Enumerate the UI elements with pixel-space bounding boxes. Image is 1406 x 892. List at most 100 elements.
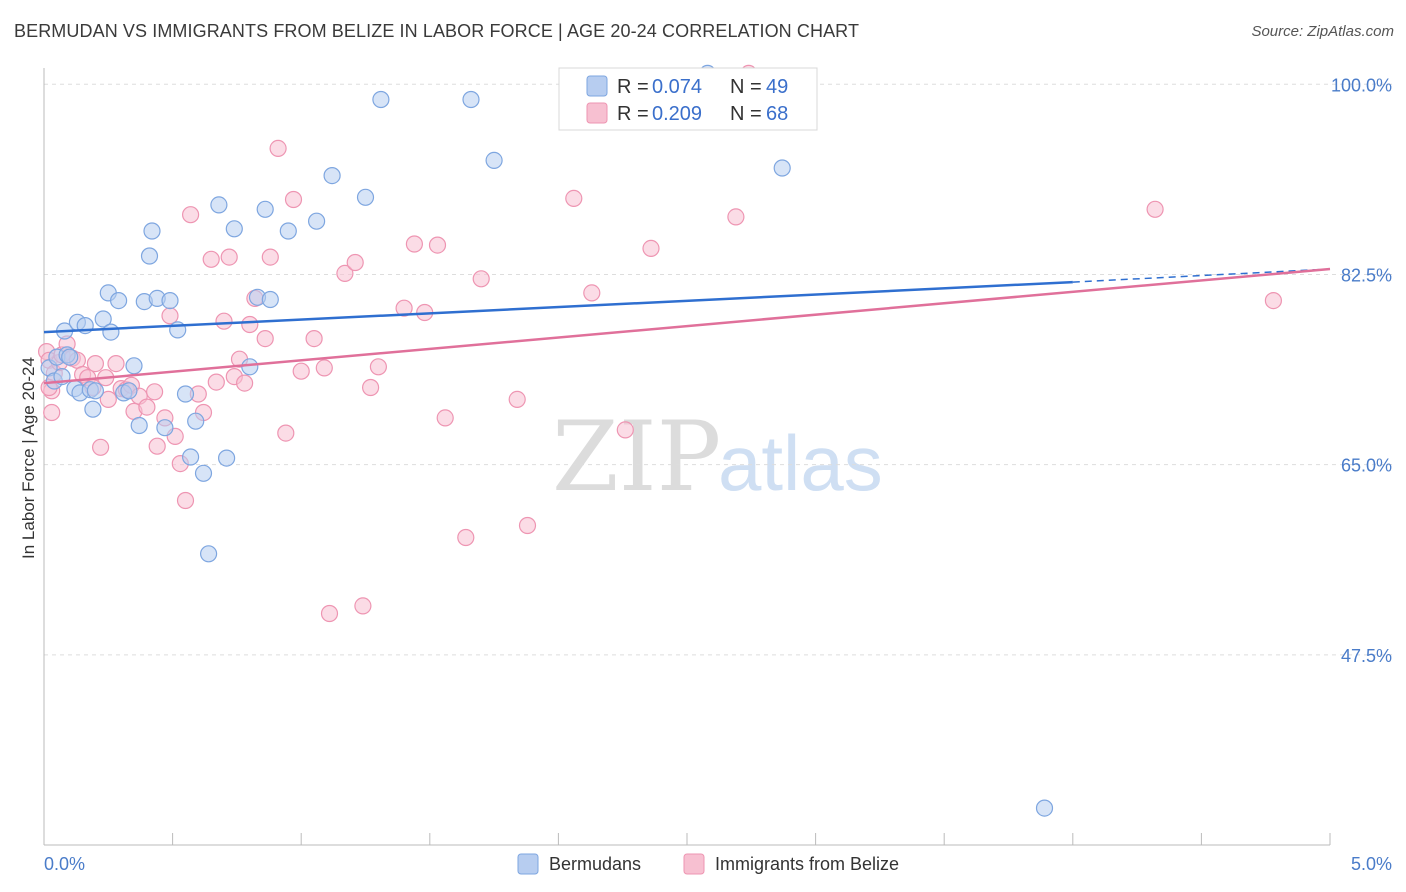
bermudans-point — [210, 196, 228, 214]
bermudans-point — [130, 416, 148, 435]
watermark-zip: ZIP — [552, 401, 721, 513]
bermudans-point — [279, 222, 297, 240]
belize-point — [315, 359, 333, 377]
belize-point — [182, 206, 200, 224]
belize-point — [428, 236, 447, 254]
belize-point — [138, 398, 156, 416]
bermudans-point — [323, 167, 341, 185]
series-immigrants-from-belize — [37, 64, 1283, 623]
belize-point — [43, 403, 61, 422]
belize-point — [457, 528, 475, 547]
belize-point — [362, 378, 380, 397]
bermudans-point — [176, 385, 195, 403]
belize-point — [616, 421, 634, 439]
bermudans-trend-line — [43, 280, 1073, 334]
bermudans-point — [94, 310, 112, 328]
bermudans-point — [194, 464, 213, 482]
belize-point — [236, 374, 254, 392]
belize-point — [99, 390, 117, 408]
watermark-atlas: atlas — [718, 419, 883, 507]
legend-swatch-bermudans — [586, 75, 608, 97]
belize-point — [369, 358, 387, 376]
legend: R = 0.074 N = 49 R = 0.209 N = 68 — [558, 67, 818, 131]
bermudans-point — [1035, 799, 1054, 817]
belize-point — [148, 437, 166, 455]
y-tick-label: 47.5% — [1341, 646, 1392, 666]
legend-n-label: N = — [730, 76, 762, 98]
bermudans-point — [86, 382, 105, 400]
bottom-legend-swatch-bermudans — [517, 853, 539, 875]
bottom-legend-swatch-belize — [683, 853, 705, 875]
belize-point — [256, 330, 274, 348]
bermudans-point — [462, 90, 480, 109]
bermudans-point — [143, 222, 161, 240]
bermudans-point — [356, 188, 375, 206]
belize-trend-line — [43, 267, 1331, 385]
bermudans-point — [308, 212, 326, 230]
watermark: ZIP atlas — [552, 401, 883, 513]
trend-lines — [43, 267, 1331, 385]
belize-point — [215, 312, 233, 330]
bermudans-trend-extension — [1072, 268, 1331, 283]
belize-point — [305, 330, 323, 348]
bermudans-point — [61, 348, 79, 366]
x-tick-label: 0.0% — [44, 854, 85, 874]
legend-r-label: R = — [617, 76, 649, 98]
belize-point — [354, 597, 372, 615]
x-tick-label: 5.0% — [1351, 854, 1392, 874]
bermudans-point — [120, 382, 138, 400]
belize-point — [727, 208, 745, 226]
legend-n-label: N = — [730, 103, 762, 125]
belize-point — [472, 270, 490, 288]
belize-point — [1146, 200, 1164, 218]
belize-point — [220, 248, 238, 266]
belize-point — [146, 383, 164, 401]
bottom-legend-belize: Immigrants from Belize — [715, 854, 899, 874]
y-tick-label: 82.5% — [1341, 265, 1392, 285]
legend-r-value: 0.209 — [652, 103, 702, 125]
bermudans-point — [256, 200, 274, 218]
belize-point — [346, 253, 364, 272]
bottom-legend: Bermudans Immigrants from Belize — [517, 853, 899, 875]
gridlines — [44, 83, 1392, 656]
belize-point — [320, 604, 339, 623]
legend-swatch-belize — [586, 102, 608, 124]
belize-point — [1264, 292, 1283, 310]
legend-r-value: 0.074 — [652, 76, 702, 98]
belize-point — [583, 284, 601, 302]
belize-point — [336, 264, 354, 282]
bermudans-point — [187, 412, 205, 430]
y-axis-labels: 47.5% 65.0% 82.5% 100.0% — [1331, 75, 1392, 666]
y-tick-label: 65.0% — [1341, 456, 1392, 476]
belize-point — [292, 362, 310, 380]
legend-n-value: 49 — [766, 76, 788, 98]
bermudans-point — [241, 358, 259, 376]
bermudans-point — [84, 400, 102, 418]
bermudans-point — [182, 448, 200, 466]
bottom-legend-bermudans: Bermudans — [549, 854, 641, 874]
belize-point — [395, 299, 413, 317]
x-axis-labels: 0.0% 5.0% — [44, 854, 1392, 874]
belize-point — [277, 424, 295, 442]
bermudans-point — [218, 449, 236, 467]
belize-point — [436, 409, 454, 427]
belize-point — [405, 235, 423, 253]
bermudans-point — [140, 247, 159, 265]
belize-point — [508, 390, 526, 408]
belize-point — [86, 355, 105, 373]
bermudans-point — [773, 159, 791, 177]
bermudans-point — [156, 419, 174, 437]
source-label: Source: ZipAtlas.com — [1251, 23, 1394, 40]
belize-point — [565, 189, 583, 207]
belize-point — [642, 239, 660, 257]
belize-point — [176, 491, 195, 510]
belize-point — [518, 516, 537, 535]
bermudans-point — [161, 292, 179, 310]
series-bermudans — [40, 64, 1054, 817]
belize-point — [261, 248, 279, 266]
belize-point — [107, 355, 125, 373]
chart-title: BERMUDAN VS IMMIGRANTS FROM BELIZE IN LA… — [14, 21, 860, 41]
legend-n-value: 68 — [766, 103, 788, 125]
y-axis-title: In Labor Force | Age 20-24 — [19, 357, 38, 559]
bermudans-point — [200, 545, 218, 563]
